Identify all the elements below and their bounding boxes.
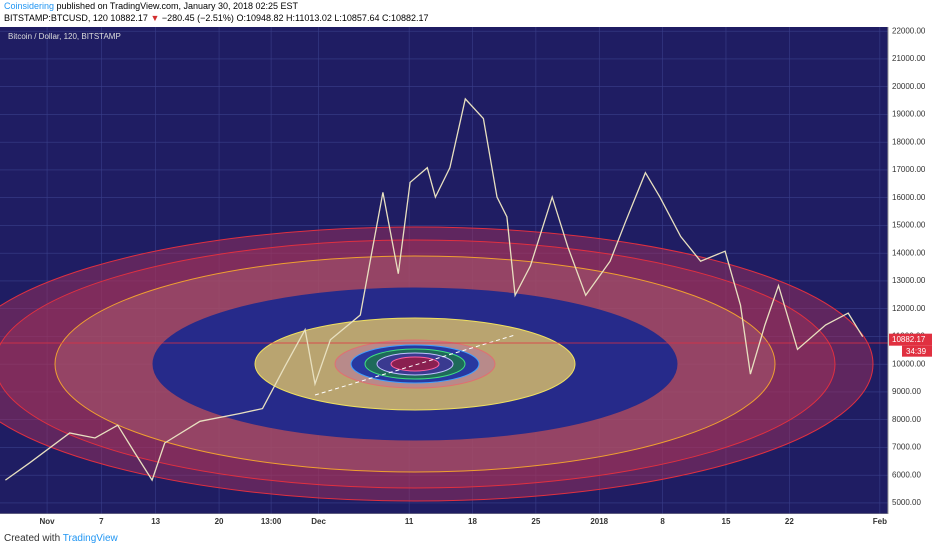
x-tick-label: 2018 [590, 517, 608, 526]
low: L:10857.64 [334, 13, 380, 23]
y-tick-label: 13000.00 [892, 276, 926, 285]
symbol: BITSTAMP:BTCUSD, 120 [4, 13, 108, 23]
high: H:11013.02 [286, 13, 332, 23]
x-tick-label: 22 [785, 517, 794, 526]
chart: Bitcoin / Dollar, 120, BITSTAMP 5000.00 6… [0, 27, 932, 530]
y-tick-label: 17000.00 [892, 165, 926, 174]
y-tick-label: 14000.00 [892, 248, 926, 257]
change: −280.45 (−2.51%) [161, 13, 234, 23]
y-tick-label: 8000.00 [892, 415, 921, 424]
price-tag [889, 333, 932, 346]
ellipse [390, 356, 440, 372]
y-tick-label: 16000.00 [892, 193, 926, 202]
y-tick-label: 18000.00 [892, 137, 926, 146]
y-tick-label: 15000.00 [892, 221, 926, 230]
open: O:10948.82 [236, 13, 284, 23]
header: Coinsidering published on TradingView.co… [4, 0, 429, 24]
brand[interactable]: TradingView [62, 533, 118, 544]
x-tick-label: 20 [215, 517, 224, 526]
header-line: Coinsidering published on TradingView.co… [4, 0, 429, 12]
x-tick-label: 8 [660, 517, 665, 526]
last: 10882.17 [110, 13, 148, 23]
y-tick-label: 6000.00 [892, 470, 921, 479]
created: Created with [4, 533, 61, 544]
x-tick-label: Dec [311, 517, 326, 526]
ellipses [0, 226, 874, 502]
y-tick-label: 10000.00 [892, 359, 926, 368]
header-line: BITSTAMP:BTCUSD, 120 10882.17 ▼ −280.45 … [4, 12, 429, 24]
x-tick-label: 11 [405, 517, 414, 526]
y-tick-label: 22000.00 [892, 27, 926, 35]
y-tick-label: 21000.00 [892, 54, 926, 63]
x-axis-bg [0, 514, 932, 530]
x-tick-label: 7 [99, 517, 104, 526]
countdown-tag [902, 345, 932, 357]
y-tick-label: 5000.00 [892, 498, 921, 507]
footer: Created with TradingView [4, 533, 118, 544]
arrow: ▼ [150, 13, 160, 23]
y-tick-label: 12000.00 [892, 304, 926, 313]
price-tag-label: 10882.17 [892, 335, 926, 344]
y-tick-label: 7000.00 [892, 443, 921, 452]
y-tick-label: 9000.00 [892, 387, 921, 396]
y-tick-label: 19000.00 [892, 110, 926, 119]
x-tick-label: 13 [151, 517, 160, 526]
countdown: 34:39 [906, 347, 927, 356]
author[interactable]: Coinsidering [4, 1, 55, 11]
x-tick-label: 15 [722, 517, 731, 526]
x-tick-label: Feb [873, 517, 887, 526]
price-series [5, 97, 864, 482]
y-tick-label: 20000.00 [892, 82, 926, 91]
x-tick-label: 25 [531, 517, 540, 526]
y-axis-bg [889, 27, 932, 530]
x-tick-label: Nov [40, 517, 56, 526]
chart-title: Bitcoin / Dollar, 120, BITSTAMP [8, 32, 121, 41]
published: published on TradingView.com, January 30… [56, 1, 299, 11]
x-tick-label: 13:00 [261, 517, 282, 526]
x-tick-label: 18 [468, 517, 477, 526]
close: C:10882.17 [381, 13, 429, 23]
